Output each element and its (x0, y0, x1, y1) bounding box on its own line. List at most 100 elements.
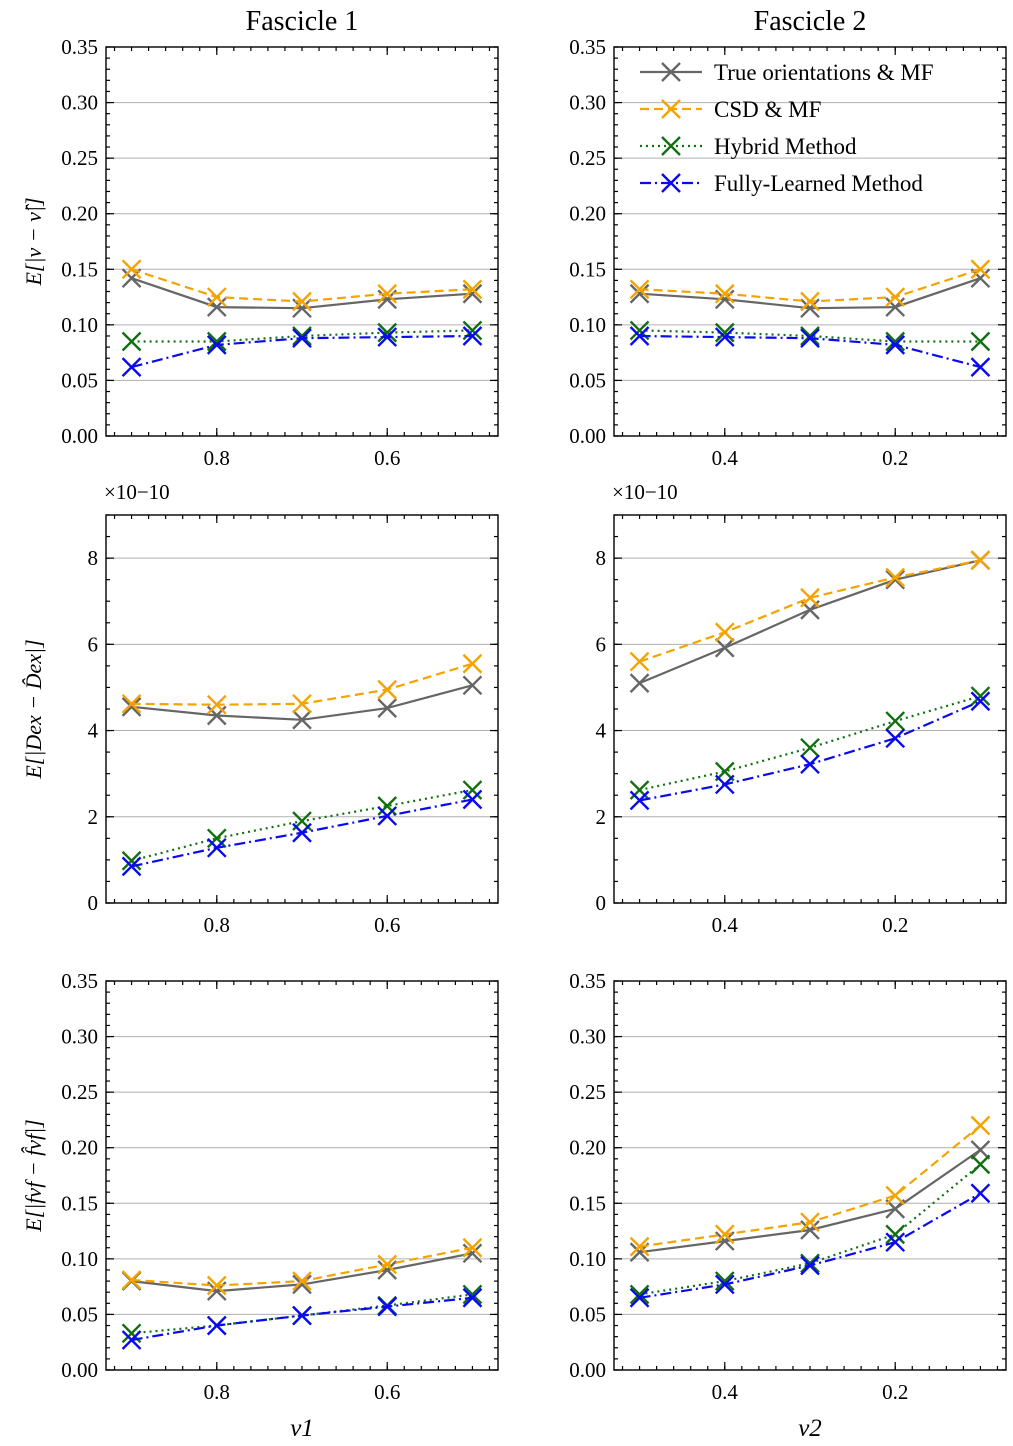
data-point (206, 694, 227, 715)
data-point (292, 291, 312, 312)
y-tick-label: 0.30 (61, 1025, 98, 1049)
y-tick-label: 6 (596, 632, 607, 656)
data-point (885, 728, 906, 749)
legend-entry: True orientations & MF (640, 60, 934, 85)
series-polyline (131, 788, 473, 862)
y-tick-label: 0.20 (569, 202, 606, 226)
legend-marker (661, 173, 681, 193)
y-tick-label: 4 (88, 719, 99, 743)
data-point (462, 780, 483, 800)
y-axis-label: E[|Dex − D̂ex|] (21, 639, 46, 779)
data-point (462, 283, 483, 304)
data-point (970, 1154, 991, 1175)
data-point (377, 679, 398, 700)
data-point (462, 653, 483, 674)
data-point (714, 637, 735, 658)
data-point (292, 709, 312, 730)
y-axis-label: E[|fνf − f̂νf|] (21, 1119, 46, 1232)
series-line (121, 326, 483, 377)
data-point (629, 651, 650, 672)
legend-entry: Hybrid Method (640, 134, 857, 159)
series-line (121, 259, 483, 312)
data-point (462, 789, 483, 810)
y-tick-label: 0.20 (61, 1136, 98, 1160)
data-point (800, 1255, 820, 1276)
data-point (800, 737, 820, 758)
series-line (629, 268, 991, 319)
legend-label: Fully-Learned Method (714, 171, 923, 196)
y-tick-label: 0.05 (61, 1302, 98, 1326)
data-point (377, 327, 398, 347)
data-point (800, 1253, 820, 1274)
legend-entry: CSD & MF (640, 97, 821, 122)
data-point (206, 287, 227, 307)
data-point (714, 1224, 735, 1245)
data-point (206, 828, 227, 849)
series-line (629, 691, 991, 811)
series-line (121, 268, 483, 319)
x-axis-label-right: ν2 (798, 1415, 822, 1442)
x-tick-label: 0.8 (204, 446, 230, 470)
data-point (292, 326, 312, 346)
data-point (462, 675, 483, 696)
data-point (121, 850, 142, 871)
y-tick-label: 0.15 (61, 257, 98, 281)
data-point (714, 327, 735, 347)
data-point (206, 335, 227, 355)
series-polyline (639, 559, 981, 685)
data-point (121, 1330, 142, 1350)
axes-frame (613, 46, 1007, 437)
series-line (121, 675, 483, 730)
series-line (629, 259, 991, 312)
data-point (885, 569, 906, 590)
legend-marker (661, 99, 681, 119)
data-point (629, 283, 650, 304)
series-line (121, 789, 483, 877)
y-tick-label: 0.00 (569, 1358, 606, 1382)
data-point (629, 326, 650, 346)
data-point (121, 693, 142, 714)
legend-marker (661, 62, 681, 82)
y-tick-label: 0.25 (569, 146, 606, 170)
series-polyline (131, 334, 473, 369)
data-point (377, 806, 398, 826)
y-tick-label: 0.10 (569, 313, 606, 337)
y-tick-label: 0.30 (569, 91, 606, 115)
series-polyline (639, 695, 981, 792)
data-point (292, 1305, 312, 1326)
data-point (800, 1220, 820, 1240)
data-point (714, 1271, 735, 1291)
data-point (462, 1243, 483, 1264)
data-point (970, 686, 991, 706)
y-tick-label: 0.35 (61, 35, 98, 59)
data-point (800, 326, 820, 346)
legend: True orientations & MF CSD & MF Hybrid Met… (640, 60, 934, 196)
series-line (121, 1287, 483, 1350)
series-polyline (131, 277, 473, 310)
y-tick-label: 6 (88, 632, 99, 656)
y-tick-label: 0.20 (61, 202, 98, 226)
data-point (714, 622, 735, 643)
y-tick-label: 0.35 (569, 35, 606, 59)
y-tick-label: 0.10 (569, 1247, 606, 1271)
y-tick-label: 0.10 (61, 1247, 98, 1271)
data-point (800, 291, 820, 312)
y-tick-label: 0.15 (61, 1191, 98, 1215)
series-line (121, 320, 483, 352)
panel-r2c1: 0.00 0.05 0.10 0.15 0.20 0.25 0.30 0.35 0.4 0.2 (569, 969, 1007, 1404)
y-tick-label: 0.35 (61, 969, 98, 993)
y-tick-label: 8 (88, 546, 99, 570)
y-tick-label: 0 (88, 891, 99, 915)
y-tick-label: 0.25 (569, 1080, 606, 1104)
y-tick-label: 0.15 (569, 1191, 606, 1215)
y-tick-label: 0.30 (569, 1025, 606, 1049)
data-point (206, 1315, 227, 1336)
data-point (885, 711, 906, 731)
legend-entry: Fully-Learned Method (640, 171, 923, 196)
x-tick-label: 0.2 (882, 446, 908, 470)
data-point (885, 331, 906, 352)
data-point (800, 328, 820, 349)
data-point (885, 1185, 906, 1206)
data-point (121, 259, 142, 280)
